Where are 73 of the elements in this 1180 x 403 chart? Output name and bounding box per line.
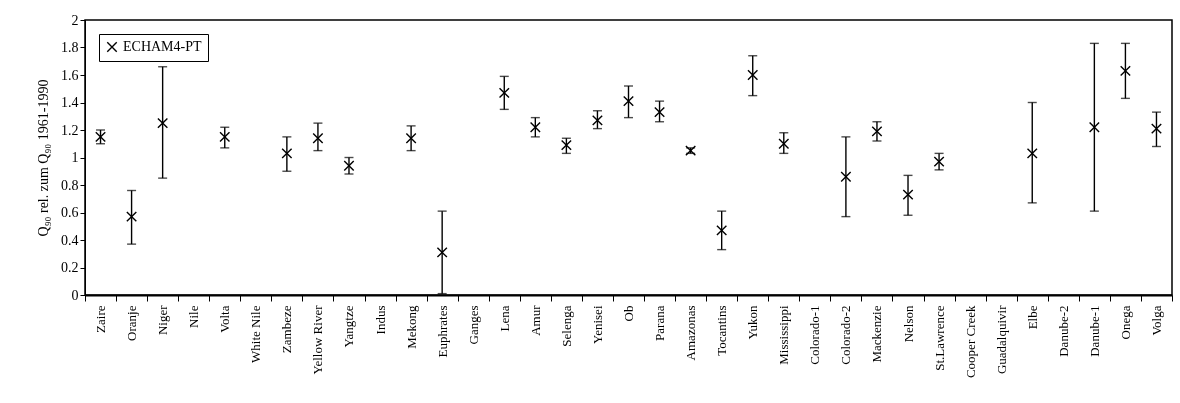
x-tick-label: Ganges (465, 305, 481, 345)
x-tick-label: Colorado-1 (807, 305, 823, 365)
x-tick-label: Mississippi (776, 305, 792, 365)
y-tick-label: 1.4 (61, 95, 79, 110)
point (312, 132, 324, 144)
point (592, 114, 603, 126)
x-tick-label: Mackenzie (869, 305, 885, 363)
point (405, 132, 417, 144)
x-tick-label: Nelson (900, 305, 916, 343)
x-tick-label: Zambeze (279, 305, 295, 354)
point (840, 171, 852, 183)
x-tick-label: Selenga (558, 305, 574, 347)
x-tick-label: Elbe (1024, 305, 1040, 330)
y-tick-label: 0.6 (61, 205, 79, 220)
y-tick-label: 0.4 (61, 232, 79, 248)
x-tick-label: Niger (155, 304, 171, 336)
x-tick-label: Danube-1 (1086, 305, 1102, 357)
point (343, 160, 355, 172)
y-tick-label: 0.2 (61, 260, 79, 275)
point (747, 69, 759, 81)
point (529, 121, 541, 133)
x-tick-label: Volta (217, 305, 233, 333)
x-tick-label: Indus (372, 305, 388, 335)
x-tick-label: Onega (1117, 305, 1133, 340)
x-tick-label: Oranje (124, 305, 140, 341)
x-tick-label: Yellow River (310, 304, 326, 375)
x-tick-label: Parana (652, 305, 668, 341)
x-tick-label: Yangtze (341, 305, 357, 348)
y-tick-label: 1 (71, 150, 79, 165)
legend-label: ECHAM4-PT (123, 39, 203, 54)
point (1026, 147, 1038, 159)
point (281, 147, 293, 159)
y-tick-label: 0.8 (61, 177, 79, 193)
point (654, 106, 665, 118)
y-tick-label: 0 (71, 287, 79, 303)
x-tick-label: Tocantins (714, 305, 730, 356)
x-tick-label: Ob (621, 305, 636, 322)
x-tick-label: Mekong (403, 305, 419, 349)
x-tick-label: Guadalquivir (993, 304, 1009, 375)
y-tick-label: 2 (71, 12, 79, 28)
x-tick-label: Euphrates (434, 305, 450, 358)
point (778, 138, 790, 150)
point (498, 87, 510, 99)
y-tick-label: 1.2 (61, 122, 79, 138)
point (716, 224, 728, 236)
point (560, 139, 572, 151)
y-tick-label: 1.8 (61, 40, 79, 55)
x-tick-label: Amazonas (683, 305, 699, 361)
point (436, 246, 448, 258)
point (1119, 65, 1131, 77)
x-tick-label: Volga (1148, 305, 1164, 336)
x-tick-label: Danube-2 (1055, 305, 1071, 357)
y-tick-label: 1.6 (61, 67, 79, 83)
x-tick-label: Lena (496, 305, 512, 332)
point (933, 156, 945, 168)
point (902, 189, 914, 201)
point (157, 117, 169, 129)
x-tick-label: Yukon (745, 305, 761, 340)
point (1151, 123, 1162, 135)
x-tick-label: Colorado-2 (838, 305, 854, 365)
point (126, 211, 138, 223)
x-tick-label: Zaire (93, 305, 109, 333)
x-tick-label: Cooper Creek (962, 305, 978, 379)
point (219, 131, 231, 143)
x-tick-label: Amur (527, 304, 543, 336)
point (1088, 121, 1100, 133)
y-axis-title: Q₉₀ rel. zum Q₉₀ 1961-1990 (36, 79, 51, 237)
x-tick-label: Nile (186, 305, 202, 328)
point (871, 125, 883, 137)
x-tick-label: St.Lawrence (931, 305, 947, 371)
point (623, 95, 634, 107)
x-tick-label: Yenisei (589, 305, 605, 344)
x-tick-label: White Nile (248, 305, 264, 363)
